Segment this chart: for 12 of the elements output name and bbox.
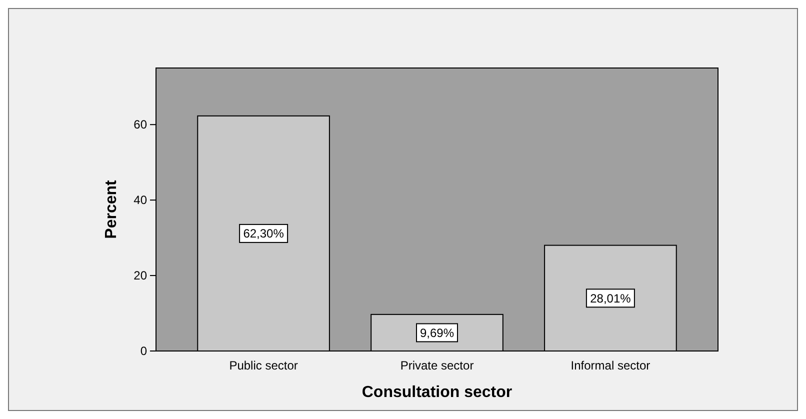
y-tick-label: 0	[140, 344, 148, 358]
x-axis-title: Consultation sector	[362, 384, 512, 401]
y-tick-label: 60	[134, 117, 148, 132]
y-axis-title: Percent	[103, 179, 120, 239]
x-tick-label: Public sector	[229, 358, 298, 373]
x-tick-label: Informal sector	[570, 358, 650, 373]
x-tick-label: Private sector	[400, 358, 474, 373]
data-label: 62,30%	[243, 226, 284, 241]
y-tick-label: 20	[134, 268, 148, 282]
data-label: 28,01%	[590, 291, 632, 306]
data-label: 9,69%	[420, 326, 454, 340]
y-tick-label: 40	[134, 192, 148, 207]
